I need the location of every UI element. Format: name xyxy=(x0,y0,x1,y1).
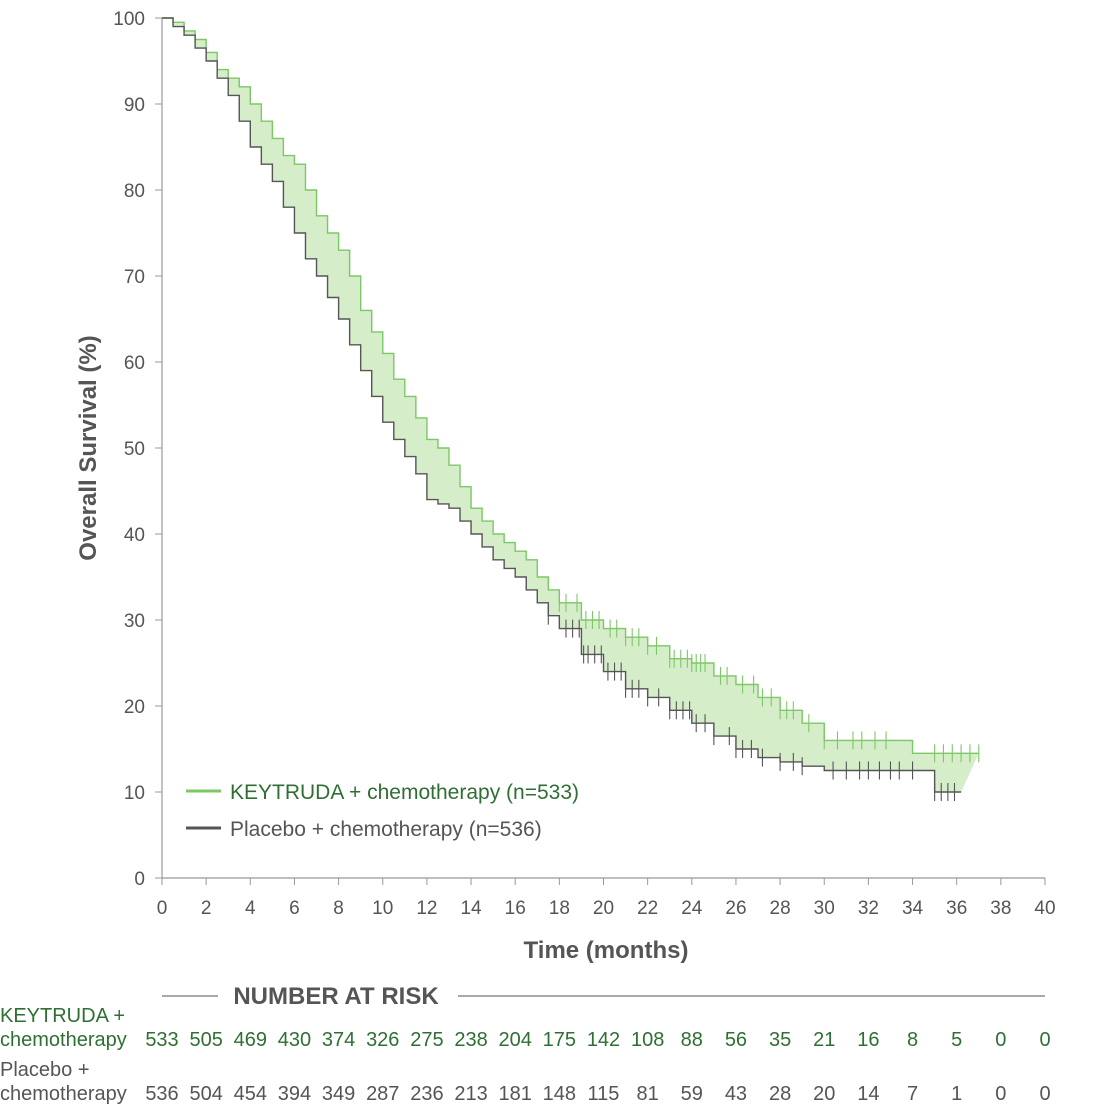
risk-value-keytruda: 0 xyxy=(1039,1029,1050,1051)
x-tick-label: 4 xyxy=(245,898,256,919)
legend-label-placebo: Placebo + chemotherapy (n=536) xyxy=(230,818,542,841)
risk-value-placebo: 20 xyxy=(813,1083,835,1105)
x-tick-label: 12 xyxy=(416,898,437,919)
risk-value-placebo: 536 xyxy=(145,1083,178,1105)
risk-value-keytruda: 142 xyxy=(587,1029,620,1051)
y-tick-label: 10 xyxy=(124,783,145,804)
risk-value-placebo: 0 xyxy=(995,1083,1006,1105)
x-tick-label: 38 xyxy=(990,898,1011,919)
risk-row-label-keytruda-2: chemotherapy xyxy=(0,1029,127,1051)
risk-value-keytruda: 275 xyxy=(410,1029,443,1051)
y-tick-label: 70 xyxy=(124,267,145,288)
x-tick-label: 2 xyxy=(201,898,212,919)
survival-curve-placebo xyxy=(162,17,962,793)
x-tick-label: 28 xyxy=(770,898,791,919)
x-tick-label: 18 xyxy=(549,898,570,919)
y-tick-label: 80 xyxy=(124,181,145,202)
risk-value-placebo: 394 xyxy=(278,1083,311,1105)
risk-row-label-keytruda-1: KEYTRUDA + xyxy=(0,1005,125,1027)
x-tick-label: 10 xyxy=(372,898,393,919)
x-axis-label: Time (months) xyxy=(524,937,689,964)
risk-value-keytruda: 21 xyxy=(813,1029,835,1051)
risk-value-placebo: 181 xyxy=(499,1083,532,1105)
risk-value-keytruda: 326 xyxy=(366,1029,399,1051)
y-tick-label: 90 xyxy=(124,95,145,116)
risk-value-placebo: 213 xyxy=(454,1083,487,1105)
y-tick-label: 50 xyxy=(124,439,145,460)
risk-value-placebo: 504 xyxy=(189,1083,222,1105)
risk-value-keytruda: 374 xyxy=(322,1029,355,1051)
risk-value-keytruda: 56 xyxy=(725,1029,747,1051)
risk-value-keytruda: 204 xyxy=(499,1029,532,1051)
risk-value-keytruda: 88 xyxy=(681,1029,703,1051)
y-tick-label: 100 xyxy=(113,9,145,30)
y-tick-label: 40 xyxy=(124,525,145,546)
survival-difference-fill xyxy=(162,18,979,792)
risk-table: NUMBER AT RISK KEYTRUDA + chemotherapy P… xyxy=(0,983,1051,1105)
x-tick-label: 8 xyxy=(333,898,344,919)
risk-table-title: NUMBER AT RISK xyxy=(233,983,439,1010)
risk-value-keytruda: 505 xyxy=(189,1029,222,1051)
risk-value-keytruda: 16 xyxy=(857,1029,879,1051)
x-tick-label: 22 xyxy=(637,898,658,919)
x-tick-label: 32 xyxy=(858,898,879,919)
risk-value-keytruda: 238 xyxy=(454,1029,487,1051)
risk-value-keytruda: 0 xyxy=(995,1029,1006,1051)
risk-value-placebo: 28 xyxy=(769,1083,791,1105)
risk-value-placebo: 7 xyxy=(907,1083,918,1105)
y-tick-label: 20 xyxy=(124,697,145,718)
risk-row-label-placebo-1: Placebo + xyxy=(0,1059,90,1081)
risk-value-keytruda: 108 xyxy=(631,1029,664,1051)
risk-value-keytruda: 430 xyxy=(278,1029,311,1051)
x-tick-label: 14 xyxy=(460,898,482,919)
x-tick-label: 16 xyxy=(505,898,526,919)
risk-value-placebo: 59 xyxy=(681,1083,703,1105)
y-tick-label: 30 xyxy=(124,611,145,632)
legend: KEYTRUDA + chemotherapy (n=533) Placebo … xyxy=(186,781,579,841)
x-tick-label: 34 xyxy=(902,898,924,919)
risk-value-keytruda: 8 xyxy=(907,1029,918,1051)
x-tick-label: 24 xyxy=(681,898,703,919)
risk-value-placebo: 14 xyxy=(857,1083,879,1105)
x-tick-label: 6 xyxy=(289,898,300,919)
x-tick-label: 30 xyxy=(814,898,835,919)
risk-value-placebo: 81 xyxy=(637,1083,659,1105)
risk-value-placebo: 115 xyxy=(588,1083,620,1105)
y-axis-label: Overall Survival (%) xyxy=(75,335,102,560)
risk-value-keytruda: 469 xyxy=(234,1029,267,1051)
risk-value-placebo: 287 xyxy=(366,1083,399,1105)
risk-value-placebo: 236 xyxy=(410,1083,443,1105)
risk-value-keytruda: 35 xyxy=(769,1029,791,1051)
risk-value-placebo: 454 xyxy=(234,1083,267,1105)
risk-row-label-placebo-2: chemotherapy xyxy=(0,1083,127,1105)
x-tick-label: 20 xyxy=(593,898,614,919)
risk-value-keytruda: 175 xyxy=(543,1029,576,1051)
risk-value-placebo: 0 xyxy=(1039,1083,1050,1105)
risk-value-keytruda: 5 xyxy=(951,1029,962,1051)
x-tick-label: 40 xyxy=(1034,898,1055,919)
y-tick-label: 60 xyxy=(124,353,145,374)
x-tick-label: 26 xyxy=(725,898,746,919)
survival-curve-keytruda xyxy=(162,17,979,754)
risk-value-placebo: 1 xyxy=(951,1083,962,1105)
x-tick-label: 0 xyxy=(157,898,168,919)
risk-value-keytruda: 533 xyxy=(145,1029,178,1051)
legend-label-keytruda: KEYTRUDA + chemotherapy (n=533) xyxy=(230,781,579,804)
risk-value-placebo: 148 xyxy=(543,1083,576,1105)
risk-value-placebo: 43 xyxy=(725,1083,747,1105)
y-tick-label: 0 xyxy=(134,869,145,890)
x-tick-label: 36 xyxy=(946,898,967,919)
risk-value-placebo: 349 xyxy=(322,1083,355,1105)
